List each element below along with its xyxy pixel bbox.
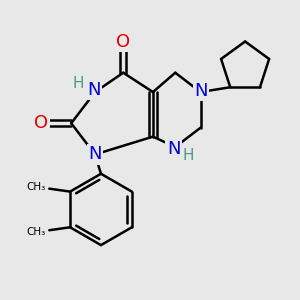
Text: N: N [167, 140, 181, 158]
Text: CH₃: CH₃ [26, 182, 46, 192]
Text: O: O [34, 114, 49, 132]
Text: CH₃: CH₃ [26, 227, 46, 237]
Text: O: O [116, 32, 130, 50]
Text: N: N [87, 81, 100, 99]
Text: N: N [194, 82, 208, 100]
Text: H: H [183, 148, 194, 164]
Text: N: N [88, 146, 102, 164]
Text: H: H [73, 76, 84, 91]
